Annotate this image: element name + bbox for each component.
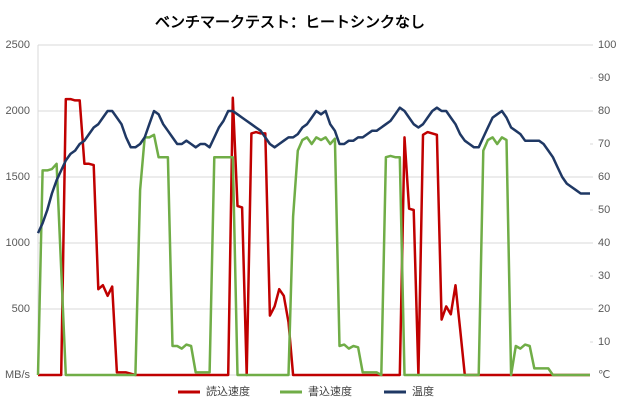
y2-tick-label: 40 (598, 237, 610, 249)
y-tick-label: 2500 (6, 39, 30, 51)
y2-tick-label: 60 (598, 171, 610, 183)
series-line (36, 133, 590, 377)
y-axis-label: MB/s (5, 369, 31, 381)
y2-tick-label: 70 (598, 138, 610, 150)
y-tick-label: 2000 (6, 105, 30, 117)
y2-tick-label: 10 (598, 336, 610, 348)
y2-axis-label: ℃ (598, 369, 610, 381)
y2-tick-label: 30 (598, 270, 610, 282)
y2-tick-label: 80 (598, 105, 610, 117)
legend-label: 読込速度 (206, 384, 250, 398)
y-tick-label: 500 (12, 303, 30, 315)
y-tick-label: 1500 (6, 171, 30, 183)
y2-tick-label: 20 (598, 303, 610, 315)
chart-title: ベンチマークテスト：ヒートシンクなし (155, 14, 425, 31)
series-line (38, 96, 590, 377)
y2-tick-label: 50 (598, 204, 610, 216)
y2-tick-label: 90 (598, 72, 610, 84)
y-tick-label: 1000 (6, 237, 30, 249)
legend-label: 温度 (412, 384, 434, 398)
y2-tick-label: 100 (598, 39, 616, 51)
series-line (36, 106, 590, 234)
legend-label: 書込速度 (308, 384, 352, 398)
